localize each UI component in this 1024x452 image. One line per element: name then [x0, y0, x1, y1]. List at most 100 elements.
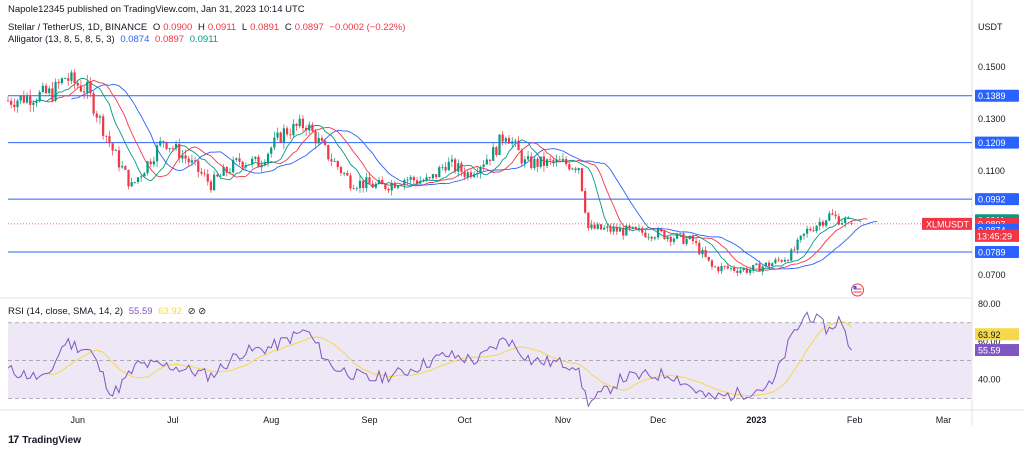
rsi-label[interactable]: RSI (14, close, SMA, 14, 2) — [8, 306, 124, 317]
candle-body — [127, 169, 130, 187]
candle-body — [289, 134, 292, 136]
candle-body — [22, 95, 25, 103]
candle-body — [609, 226, 612, 232]
candle-body — [381, 180, 384, 185]
candle-body — [647, 236, 650, 238]
candle-body — [225, 167, 228, 173]
visibility-icon[interactable]: ⊘ ⊘ — [187, 306, 207, 317]
candle-body — [387, 188, 390, 191]
candle-body — [140, 176, 143, 178]
candle-body — [333, 161, 336, 162]
candle-body — [783, 259, 787, 262]
candle-body — [786, 259, 790, 261]
candle-body — [793, 249, 796, 251]
candle-body — [73, 72, 76, 83]
candle-body — [431, 174, 435, 179]
rsi-tag-box — [975, 344, 1019, 357]
candle-body — [495, 147, 498, 156]
alligator-label[interactable]: Alligator (13, 8, 5, 8, 5, 3) — [8, 34, 115, 45]
ohlc-close-value: 0.0897 — [294, 22, 324, 33]
candle-body — [374, 183, 377, 188]
candle-body — [29, 96, 32, 105]
candle-body — [590, 224, 593, 229]
candle-body — [178, 143, 181, 159]
candle-body — [235, 158, 238, 160]
candle-body — [685, 239, 688, 244]
candle-body — [752, 264, 755, 271]
candle-body — [415, 180, 419, 184]
time-axis-label: Nov — [555, 415, 572, 425]
candle-body — [48, 88, 51, 94]
candle-body — [818, 221, 821, 226]
candle-body — [32, 103, 35, 105]
candle-body — [143, 173, 146, 177]
ohlc-low-value: 0.0891 — [250, 22, 280, 33]
tradingview-logo[interactable]: 17 TradingView — [8, 434, 81, 446]
candle-body — [13, 104, 16, 108]
candle-body — [720, 266, 723, 272]
candle-body — [279, 132, 282, 143]
ohlc-open-label: O — [152, 22, 161, 33]
ohlc-open-value: 0.0900 — [163, 22, 193, 33]
candle-body — [767, 262, 771, 267]
candle-body — [723, 266, 726, 267]
candle-body — [339, 167, 343, 174]
price-tag-label: 0.0789 — [978, 247, 1006, 257]
symbol-name[interactable]: Stellar / TetherUS, 1D, BINANCE — [8, 22, 148, 33]
candle-body — [840, 223, 844, 225]
rsi-legend[interactable]: RSI (14, close, SMA, 14, 2) 55.59 63.92 … — [8, 306, 209, 317]
rsi-value: 55.59 — [128, 306, 153, 317]
candle-body — [447, 161, 450, 171]
candle-body — [593, 224, 596, 229]
candle-body — [580, 168, 584, 192]
candle-body — [162, 141, 165, 142]
candle-body — [16, 100, 19, 108]
candle-body — [368, 177, 371, 184]
rsi-axis-tick: 80.00 — [978, 299, 1001, 309]
rsi-sma-value: 63.92 — [158, 306, 182, 317]
candle-body — [384, 184, 387, 189]
candle-body — [450, 159, 454, 162]
candle-body — [672, 238, 676, 242]
candle-body — [644, 232, 647, 238]
candle-body — [577, 168, 580, 171]
symbol-legend[interactable]: Stellar / TetherUS, 1D, BINANCE O 0.0900 … — [8, 22, 408, 33]
candle-body — [403, 180, 406, 186]
candle-body — [301, 118, 305, 128]
time-axis-label: Mar — [936, 415, 952, 425]
candle-body — [111, 143, 114, 151]
candle-body — [346, 172, 349, 176]
candle-body — [695, 241, 698, 243]
candle-body — [561, 158, 565, 161]
candle-body — [485, 159, 488, 165]
candle-body — [777, 259, 780, 261]
candle-body — [254, 156, 257, 159]
candle-body — [552, 160, 555, 163]
candle-body — [238, 158, 241, 162]
candle-body — [79, 85, 83, 92]
alligator-legend[interactable]: Alligator (13, 8, 5, 8, 5, 3) 0.0874 0.0… — [8, 34, 221, 45]
tradingview-brand: TradingView — [22, 434, 81, 446]
candle-body — [603, 227, 606, 230]
candle-body — [6, 100, 10, 102]
candle-body — [799, 235, 802, 240]
candle-body — [755, 263, 758, 265]
ohlc-close-label: C — [284, 22, 292, 33]
candle-body — [587, 212, 590, 229]
candle-body — [653, 237, 657, 239]
candle-body — [473, 174, 476, 177]
candle-body — [507, 138, 511, 144]
candle-body — [146, 161, 149, 174]
candle-body — [70, 72, 73, 81]
rsi-tag-box — [975, 328, 1019, 341]
candle-body — [184, 155, 187, 159]
candle-body — [488, 159, 492, 161]
tradingview-mark-icon: 17 — [8, 434, 19, 446]
candle-body — [438, 167, 441, 178]
time-axis-label: Jul — [167, 415, 179, 425]
candle-body — [520, 150, 523, 164]
price-axis-tick: 0.1100 — [978, 166, 1005, 176]
candle-body — [117, 150, 121, 168]
candle-body — [441, 166, 444, 168]
